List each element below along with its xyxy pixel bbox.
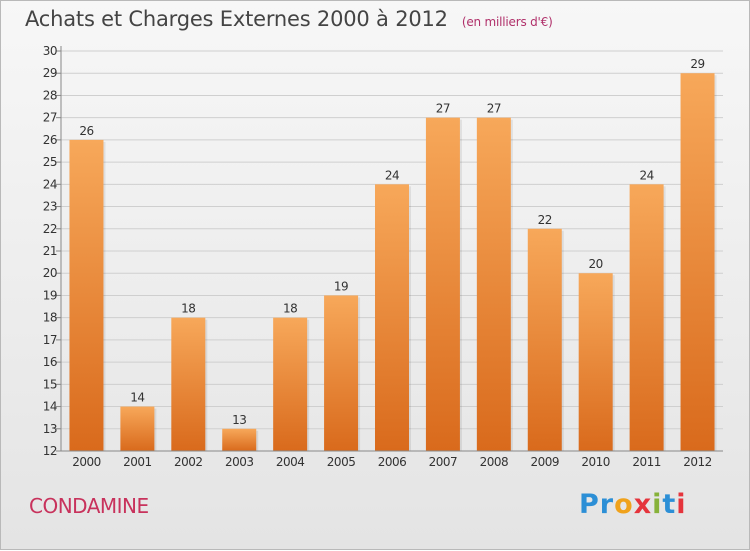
x-tick-label: 2001 <box>123 455 152 469</box>
bar <box>120 406 155 451</box>
x-tick-label: 2012 <box>683 455 712 469</box>
bar <box>69 139 104 451</box>
bar <box>324 295 359 451</box>
bar <box>527 228 562 451</box>
logo-letter: x <box>633 489 653 520</box>
y-tick-label: 24 <box>43 177 57 191</box>
y-tick-label: 28 <box>43 88 57 102</box>
logo-letter: r <box>599 489 615 520</box>
y-tick-label: 25 <box>43 155 57 169</box>
data-label: 24 <box>639 168 653 182</box>
data-label: 26 <box>79 124 93 138</box>
logo-letter: t <box>662 489 677 520</box>
x-tick-label: 2006 <box>378 455 407 469</box>
chart-title: Achats et Charges Externes 2000 à 2012 (e… <box>25 7 553 31</box>
x-tick-label: 2007 <box>429 455 458 469</box>
x-tick-label: 2009 <box>530 455 559 469</box>
y-tick-label: 26 <box>43 133 57 147</box>
data-label: 19 <box>334 279 348 293</box>
logo-letter: i <box>676 489 687 520</box>
bar <box>222 428 257 451</box>
bar <box>375 184 409 452</box>
x-tick-label: 2000 <box>72 455 101 469</box>
bar <box>680 73 715 451</box>
data-label: 22 <box>538 213 552 227</box>
bar <box>476 117 511 452</box>
logo-letter: P <box>579 489 600 520</box>
x-tick-label: 2002 <box>174 455 203 469</box>
data-label: 27 <box>487 102 501 116</box>
y-tick-label: 23 <box>43 200 57 214</box>
y-tick-label: 27 <box>43 111 57 125</box>
y-tick-label: 18 <box>43 311 57 325</box>
y-tick-label: 30 <box>43 44 57 58</box>
place-name: CONDAMINE <box>29 494 149 518</box>
x-tick-label: 2010 <box>581 455 610 469</box>
bars: 26 14 18 13 18 19 24 27 27 22 20 24 29 <box>69 57 717 452</box>
y-tick-label: 22 <box>43 222 57 236</box>
y-tick-label: 20 <box>43 266 57 280</box>
bar <box>629 184 664 452</box>
data-label: 18 <box>181 302 195 316</box>
x-tick-label: 2008 <box>480 455 509 469</box>
x-tick-label: 2005 <box>327 455 356 469</box>
data-label: 27 <box>436 102 450 116</box>
y-tick-label: 19 <box>43 288 57 302</box>
data-label: 20 <box>589 257 603 271</box>
bar <box>425 117 460 452</box>
y-tick-label: 21 <box>43 244 57 258</box>
axes: 12 13 14 15 16 17 18 19 20 21 22 23 24 25 26 27 28 29 30 20… <box>43 44 723 469</box>
data-label: 14 <box>130 391 144 405</box>
logo-letter: i <box>652 489 663 520</box>
chart-title-text: Achats et Charges Externes 2000 à 2012 <box>25 7 448 31</box>
data-label: 24 <box>385 168 399 182</box>
data-label: 29 <box>690 57 704 71</box>
y-tick-label: 15 <box>43 377 57 391</box>
bar <box>273 317 308 451</box>
bar <box>171 317 206 451</box>
chart-subtitle: (en milliers d'€) <box>461 15 553 29</box>
logo-letter: o <box>614 489 634 520</box>
x-tick-label: 2004 <box>276 455 305 469</box>
data-label: 18 <box>283 302 297 316</box>
x-tick-label: 2003 <box>225 455 254 469</box>
y-tick-label: 29 <box>43 66 57 80</box>
bar <box>578 273 613 451</box>
x-tick-label: 2011 <box>632 455 661 469</box>
y-tick-label: 14 <box>43 400 57 414</box>
proxiti-logo: Proxiti <box>579 489 687 520</box>
y-tick-label: 13 <box>43 422 57 436</box>
y-tick-label: 12 <box>43 444 57 458</box>
y-tick-label: 17 <box>43 333 57 347</box>
y-tick-label: 16 <box>43 355 57 369</box>
data-label: 13 <box>232 413 246 427</box>
